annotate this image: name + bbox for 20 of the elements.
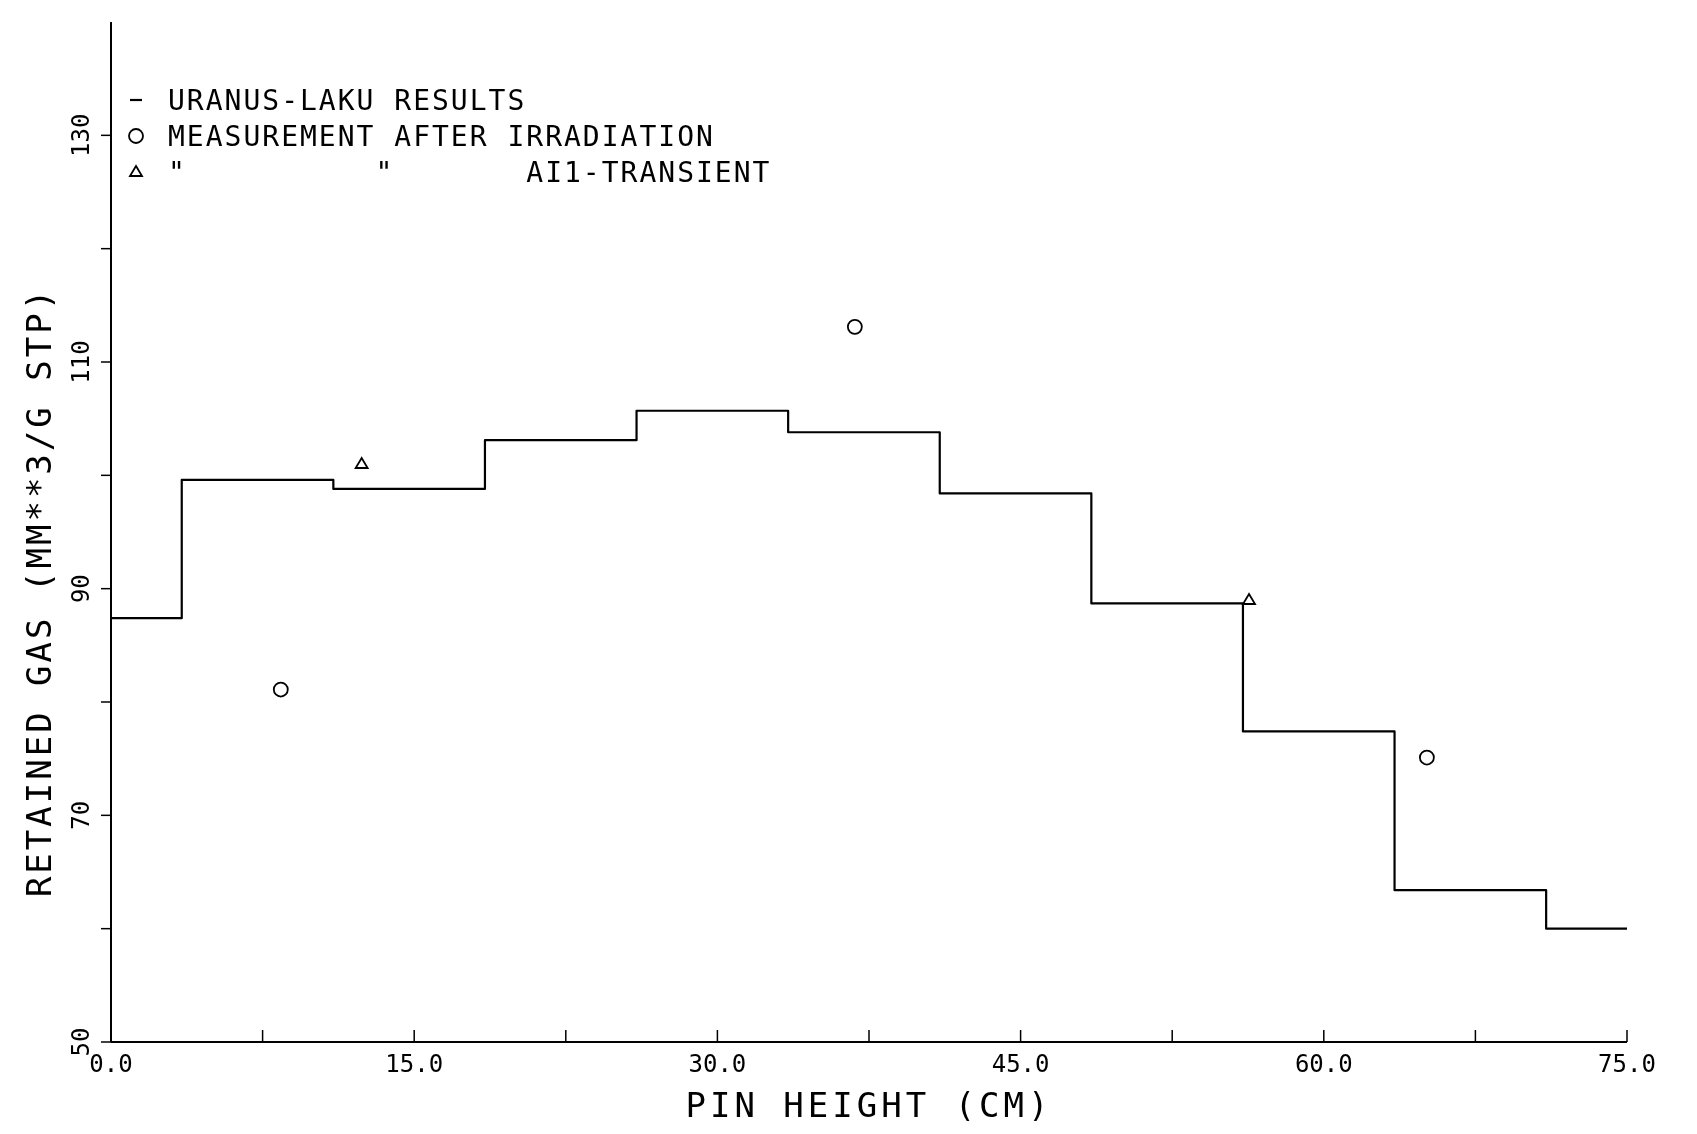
- point: [846, 318, 863, 335]
- x-tick-label: 45.0: [991, 1050, 1050, 1078]
- legend-label: MEASUREMENT AFTER IRRADIATION: [168, 120, 715, 153]
- point: [354, 457, 369, 469]
- x-tick-label: 15.0: [385, 1050, 444, 1078]
- x-tick-label: 30.0: [688, 1050, 747, 1078]
- legend-label: URANUS-LAKU RESULTS: [168, 84, 527, 117]
- point: [1418, 749, 1435, 766]
- x-axis-title: PIN HEIGHT (CM): [685, 1085, 1053, 1125]
- x-tick-label: 0.0: [89, 1050, 133, 1078]
- y-tick-label: 70: [67, 800, 95, 830]
- x-tick-label: 75.0: [1598, 1050, 1656, 1078]
- point: [272, 681, 289, 698]
- y-tick-label: 90: [67, 574, 95, 604]
- y-tick-label: 130: [67, 113, 95, 158]
- x-tick-label: 60.0: [1294, 1050, 1353, 1078]
- y-axis-title: RETAINED GAS (MM**3/G STP): [19, 286, 59, 898]
- y-tick-label: 110: [67, 340, 95, 384]
- legend-label: " " AI1-TRANSIENT: [168, 156, 772, 189]
- point: [1242, 593, 1256, 605]
